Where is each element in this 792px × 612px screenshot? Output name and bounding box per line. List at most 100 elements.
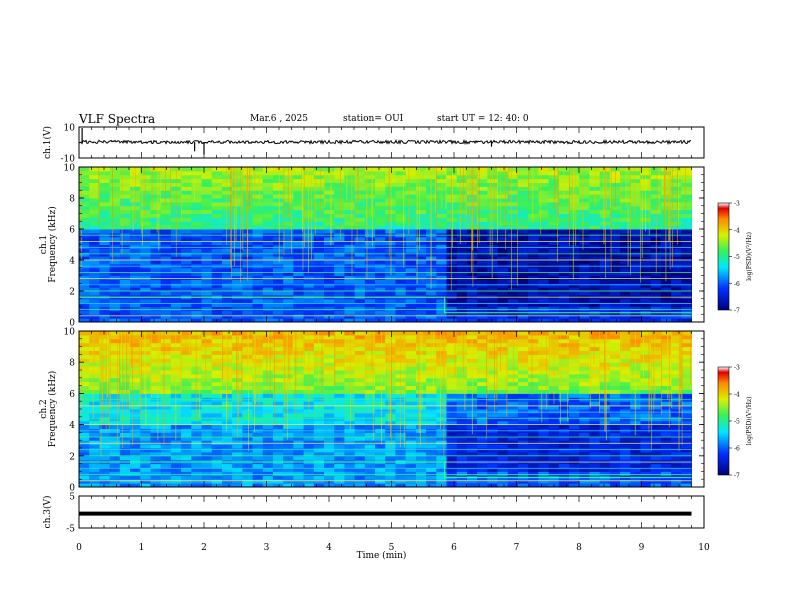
spectrogram-cell [620,401,631,406]
spectrogram-cell [589,366,601,371]
spectrogram-cell [89,455,100,461]
spectrogram-cell [191,205,202,211]
spectrogram-cell [354,310,366,315]
spectrogram-cell [487,448,499,453]
spectrogram-cell [344,194,356,199]
spectrogram-cell [620,167,631,172]
spectrogram-cell [569,279,580,284]
spectrogram-cell [477,338,488,344]
spectrogram-cell [436,298,447,304]
spectrogram-cell [211,221,223,226]
spectrogram-cell [620,271,631,276]
spectrogram-cell [671,420,682,426]
spectrogram-cell [140,471,151,476]
spectrogram-cell [119,283,131,288]
spectrogram-cell [334,331,345,336]
spectrogram-cell [660,370,672,375]
spectrogram-cell [660,451,672,457]
spectrogram-cell [140,310,151,315]
spectrogram-cell [313,346,325,351]
spectrogram-cell [620,346,631,351]
spectrogram-cell [630,271,641,276]
spectrogram-cell [650,334,662,340]
spectrogram-cell [507,471,519,476]
spectrogram-cell [436,302,447,307]
spectrogram-cell [252,186,264,191]
spectrogram-cell [558,213,570,218]
spectrogram-cell [150,475,162,480]
spectrogram-cell [517,275,529,280]
spectrogram-cell [293,310,305,315]
spectrogram-cell [211,385,223,390]
spectrogram-cell [170,346,182,351]
spectrogram-cell [671,366,682,371]
spectrogram-cell [79,393,90,398]
spectrogram-cell [160,432,172,437]
spectrogram-cell [548,432,560,437]
spectrogram-cell [477,248,488,253]
spectrogram-cell [405,298,417,304]
spectrogram-cell [599,381,611,387]
spectrogram-cell [375,393,386,398]
spectrogram-cell [313,182,325,187]
spectrogram-cell [140,213,151,218]
spectrogram-cell [272,385,284,390]
spectrogram-cell [262,170,274,176]
spectrogram-cell [681,362,692,367]
spectrogram-cell [324,350,335,355]
spectrogram-cell [109,240,121,245]
spectrogram-cell [538,260,550,265]
spectrogram-cell [579,244,590,249]
spectrogram-cell [456,393,468,398]
spectrogram-cell [293,198,305,203]
spectrogram-cell [609,302,621,307]
spectrogram-cell [283,393,294,398]
spectrogram-cell [191,314,202,319]
spectrogram-cell [579,174,590,180]
spectrogram-cell [620,314,631,319]
spectrogram-cell [497,412,509,418]
spectrogram-cell [385,182,396,187]
spectrogram-cell [181,350,192,355]
spectrogram-cell [324,298,335,304]
spectrogram-cell [528,260,539,265]
spectrogram-cell [181,471,192,476]
spectrogram-cell [548,190,560,195]
spectrogram-cell [181,209,192,214]
spectrogram-cell [364,416,376,422]
spectrogram-cell [671,409,682,414]
spectrogram-cell [303,416,315,422]
spectrogram-cell [436,385,447,390]
spectrogram-cell [89,370,100,375]
spectrogram-cell [130,244,141,249]
spectrogram-cell [344,471,356,476]
spectrogram-cell [630,424,641,429]
spectrogram-cell [354,225,366,230]
spectrogram-cell [497,260,509,265]
spectrogram-cell [609,271,621,276]
spectrogram-cell [293,201,305,207]
spectrogram-cell [579,283,590,288]
spectrogram-cell [119,248,131,253]
spectrogram-cell [650,370,662,375]
spectrogram-cell [79,182,90,187]
spectrogram-cell [130,448,141,453]
spectrogram-cell [405,479,417,484]
spectrogram-cell [660,334,672,340]
spectrogram-cell [609,370,621,375]
spectrogram-cell [681,240,692,245]
spectrogram-cell [660,377,672,383]
spectrogram-cell [497,225,509,230]
spectrogram-cell [283,389,294,394]
spectrogram-cell [334,455,345,461]
spectrogram-cell [660,420,672,426]
spectrogram-cell [620,444,631,449]
spectrogram-cell [548,455,560,461]
spectrogram-cell [232,167,243,172]
spectrogram-cell [334,314,345,319]
spectrogram-cell [558,362,570,367]
spectrogram-cell [262,244,274,249]
spectrogram-cell [446,205,458,211]
spectrogram-cell [446,331,458,336]
spectrogram-cell [211,342,223,348]
